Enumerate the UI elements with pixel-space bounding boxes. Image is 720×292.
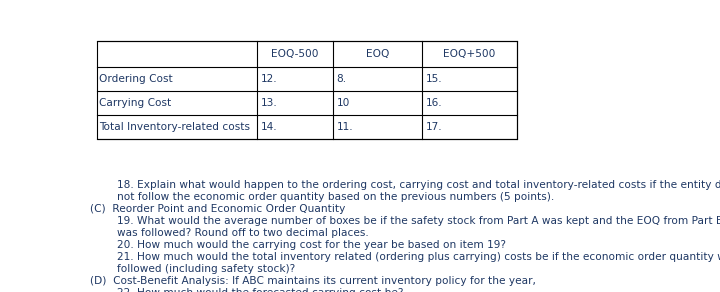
Text: Carrying Cost: Carrying Cost [99, 98, 172, 108]
Text: 15.: 15. [426, 74, 443, 84]
Text: 11.: 11. [337, 122, 354, 132]
Text: 8.: 8. [337, 74, 347, 84]
Text: 13.: 13. [261, 98, 278, 108]
Text: followed (including safety stock)?: followed (including safety stock)? [117, 264, 295, 274]
Text: 19. What would the average number of boxes be if the safety stock from Part A wa: 19. What would the average number of box… [117, 216, 720, 226]
Text: EOQ+500: EOQ+500 [444, 48, 495, 59]
Text: was followed? Round off to two decimal places.: was followed? Round off to two decimal p… [117, 228, 369, 238]
Text: 16.: 16. [426, 98, 443, 108]
Text: 22. How much would the forecasted carrying cost be?: 22. How much would the forecasted carryi… [117, 288, 403, 292]
Text: not follow the economic order quantity based on the previous numbers (5 points).: not follow the economic order quantity b… [117, 192, 554, 202]
Text: 21. How much would the total inventory related (ordering plus carrying) costs be: 21. How much would the total inventory r… [117, 252, 720, 262]
Text: 18. Explain what would happen to the ordering cost, carrying cost and total inve: 18. Explain what would happen to the ord… [117, 180, 720, 190]
Text: (C)  Reorder Point and Economic Order Quantity: (C) Reorder Point and Economic Order Qua… [90, 204, 346, 214]
Text: 20. How much would the carrying cost for the year be based on item 19?: 20. How much would the carrying cost for… [117, 240, 505, 250]
Text: 14.: 14. [261, 122, 278, 132]
Text: 12.: 12. [261, 74, 278, 84]
Text: 10: 10 [337, 98, 350, 108]
Text: Ordering Cost: Ordering Cost [99, 74, 174, 84]
Text: EOQ: EOQ [366, 48, 389, 59]
Text: (D)  Cost-Benefit Analysis: If ABC maintains its current inventory policy for th: (D) Cost-Benefit Analysis: If ABC mainta… [90, 276, 536, 286]
Bar [96, 41, 517, 139]
Text: 17.: 17. [426, 122, 443, 132]
Text: Total Inventory-related costs: Total Inventory-related costs [99, 122, 251, 132]
Text: EOQ-500: EOQ-500 [271, 48, 319, 59]
